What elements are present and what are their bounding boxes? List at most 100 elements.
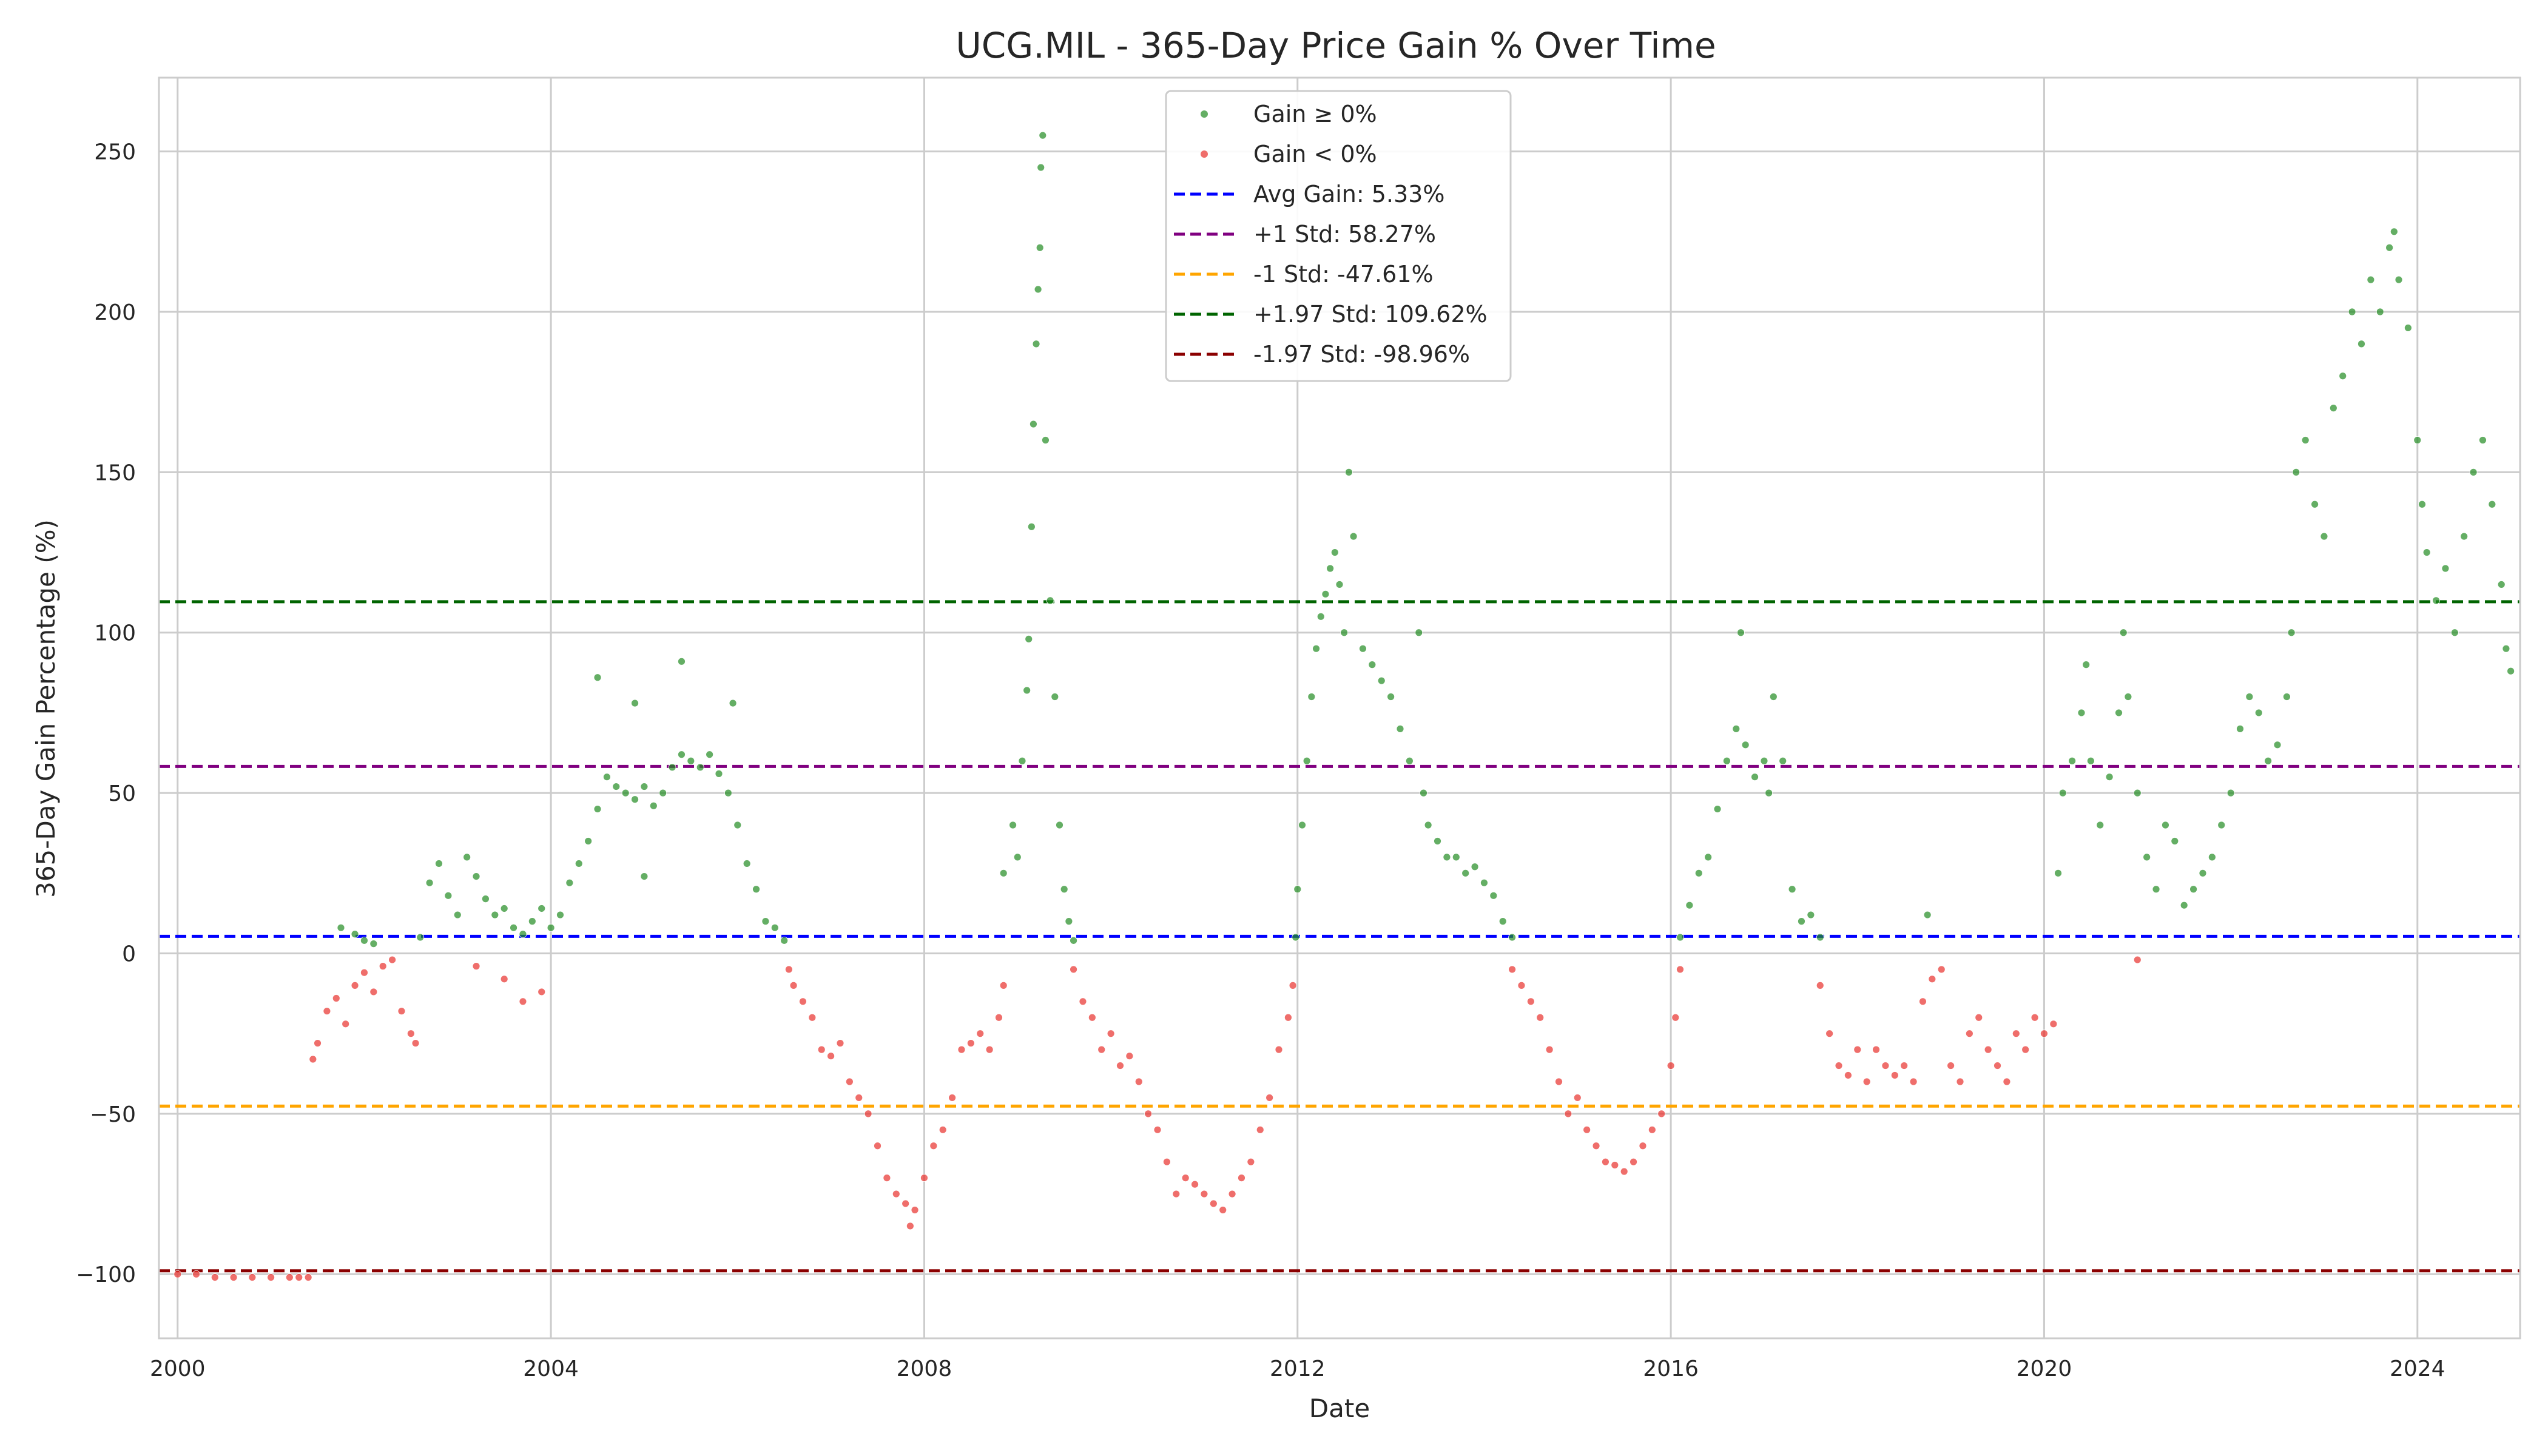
point-gain-positive <box>1298 821 1306 829</box>
point-gain-positive <box>2367 275 2375 284</box>
point-gain-negative <box>1536 1013 1545 1022</box>
point-gain-negative <box>784 965 793 974</box>
point-gain-negative <box>1125 1052 1134 1060</box>
point-gain-positive <box>1461 869 1470 877</box>
point-gain-negative <box>1134 1077 1143 1086</box>
point-gain-negative <box>817 1045 826 1054</box>
x-tick-label: 2020 <box>2017 1357 2072 1381</box>
point-gain-negative <box>1947 1062 1955 1070</box>
y-tick-label: −50 <box>90 1102 136 1127</box>
point-gain-negative <box>379 962 387 971</box>
x-tick-label: 2024 <box>2390 1357 2445 1381</box>
point-gain-negative <box>1172 1190 1181 1198</box>
point-gain-negative <box>2031 1013 2039 1022</box>
point-gain-positive <box>1396 724 1404 733</box>
point-gain-negative <box>1956 1077 1964 1086</box>
point-gain-positive <box>2054 869 2062 877</box>
point-gain-positive <box>2199 869 2207 877</box>
point-gain-positive <box>2226 789 2235 797</box>
point-gain-positive <box>1009 821 1017 829</box>
point-gain-positive <box>1303 757 1311 765</box>
point-gain-negative <box>1872 1045 1880 1054</box>
point-gain-positive <box>425 878 434 887</box>
point-gain-positive <box>1760 757 1768 765</box>
point-gain-positive <box>2404 324 2412 332</box>
point-gain-positive <box>472 872 480 880</box>
legend-marker-gain-positive <box>1201 110 1208 118</box>
point-gain-negative <box>1835 1062 1843 1070</box>
point-gain-negative <box>1816 981 1824 989</box>
point-gain-positive <box>1065 917 1073 926</box>
point-gain-positive <box>1032 340 1040 348</box>
point-gain-positive <box>1292 933 1300 942</box>
point-gain-positive <box>1030 420 1037 428</box>
point-gain-positive <box>351 930 359 939</box>
x-tick-label: 2004 <box>523 1357 579 1381</box>
point-gain-negative <box>332 994 340 1002</box>
point-gain-positive <box>463 853 471 861</box>
point-gain-positive <box>1676 933 1684 942</box>
point-gain-positive <box>1685 901 1694 909</box>
point-gain-negative <box>1937 965 1946 974</box>
plot-frame <box>158 76 2521 1340</box>
point-gain-negative <box>906 1222 914 1230</box>
legend-label-avg-gain: Avg Gain: 5.33% <box>1253 181 1444 207</box>
point-gain-positive <box>453 911 462 919</box>
point-gain-negative <box>948 1094 956 1102</box>
point-gain-negative <box>1079 997 1087 1006</box>
point-gain-negative <box>285 1273 294 1281</box>
point-gain-positive <box>2105 773 2114 781</box>
x-axis-label: Date <box>1309 1394 1370 1423</box>
point-gain-positive <box>1316 612 1325 621</box>
point-gain-negative <box>789 981 798 989</box>
legend-label-minus-1-97-std: -1.97 Std: -98.96% <box>1253 341 1470 368</box>
point-gain-positive <box>416 933 425 942</box>
point-gain-negative <box>1671 1013 1680 1022</box>
point-gain-negative <box>1107 1030 1115 1038</box>
point-gain-positive <box>1307 693 1316 701</box>
point-gain-negative <box>939 1125 947 1134</box>
point-gain-negative <box>1909 1077 1918 1086</box>
point-gain-positive <box>678 750 686 759</box>
point-gain-positive <box>2432 596 2440 605</box>
point-gain-positive <box>1018 757 1026 765</box>
point-gain-positive <box>2502 644 2510 653</box>
point-gain-positive <box>575 860 583 868</box>
point-gain-positive <box>510 923 517 932</box>
point-gain-positive <box>1037 163 1045 172</box>
point-gain-negative <box>883 1174 891 1182</box>
point-gain-positive <box>2162 821 2169 829</box>
point-gain-positive <box>2329 404 2337 413</box>
x-tick-label: 2012 <box>1270 1357 1326 1381</box>
point-gain-negative <box>360 968 368 977</box>
point-gain-positive <box>1694 869 1703 877</box>
point-gain-positive <box>2422 548 2431 556</box>
point-gain-negative <box>1266 1094 1274 1102</box>
point-gain-positive <box>1798 917 1805 926</box>
point-gain-positive <box>706 750 714 759</box>
point-gain-negative <box>406 1030 415 1038</box>
point-gain-negative <box>397 1007 406 1016</box>
scatter-points <box>174 131 2515 1281</box>
point-gain-positive <box>1025 635 1033 643</box>
point-gain-negative <box>976 1030 985 1038</box>
point-gain-positive <box>761 917 770 926</box>
point-gain-positive <box>2292 468 2300 476</box>
point-gain-positive <box>1723 757 1731 765</box>
point-gain-positive <box>1377 676 1386 685</box>
point-gain-negative <box>2021 1045 2030 1054</box>
point-gain-positive <box>556 911 564 919</box>
point-gain-positive <box>547 923 555 932</box>
point-gain-negative <box>1602 1158 1609 1166</box>
y-axis-ticks: −100 −50 0 50 100 150 200 250 <box>76 140 136 1288</box>
point-gain-negative <box>1070 965 1077 974</box>
point-gain-positive <box>1480 878 1488 887</box>
y-axis-label: 365-Day Gain Percentage (%) <box>31 519 61 898</box>
point-gain-negative <box>1648 1125 1656 1134</box>
point-gain-negative <box>1219 1206 1227 1214</box>
point-gain-positive <box>1330 548 1339 556</box>
legend-label-gain-positive: Gain ≥ 0% <box>1253 101 1377 127</box>
point-gain-negative <box>1919 997 1927 1006</box>
point-gain-negative <box>1592 1142 1600 1150</box>
